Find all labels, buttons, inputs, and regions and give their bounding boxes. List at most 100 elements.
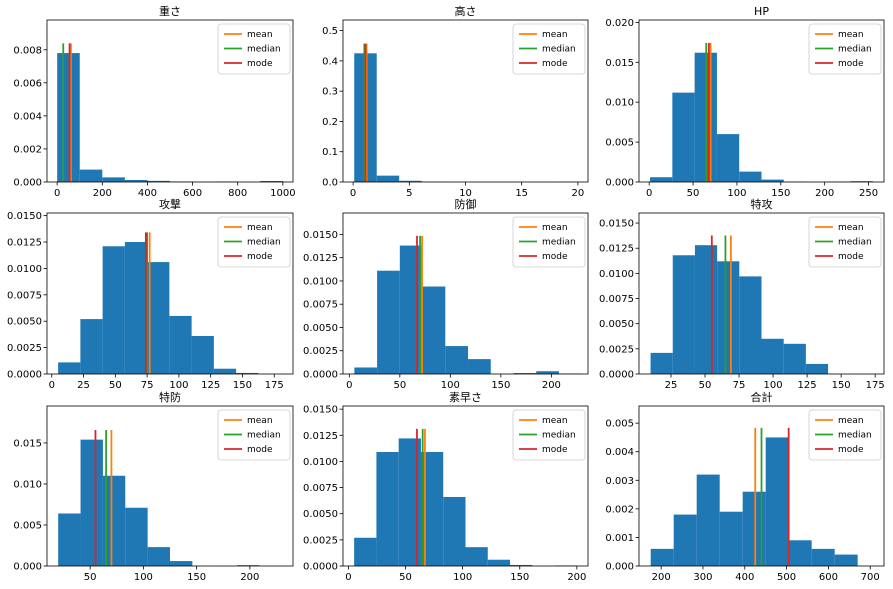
histogram-bar xyxy=(236,372,259,374)
y-tick-label: 0.000 xyxy=(605,562,634,573)
y-tick-label: 0.015 xyxy=(605,58,634,69)
chart-title: HP xyxy=(754,5,769,18)
legend-label-mode: mode xyxy=(247,252,273,262)
histogram-bar xyxy=(213,368,237,374)
x-tick-label: 0 xyxy=(350,188,356,199)
legend-label-mean: mean xyxy=(247,416,273,426)
x-tick-label: 150 xyxy=(510,572,529,583)
y-tick-label: 0.000 xyxy=(605,178,634,189)
x-tick-label: 175 xyxy=(866,380,885,391)
histogram-bar xyxy=(169,315,192,374)
y-tick-label: 0.0000 xyxy=(303,370,338,381)
panel-6: 25 50 75 100 125 150 175 0.0000 0.0025 0.0050 0.00… xyxy=(599,197,885,391)
panel-7: 50 100 150 200 0.000 0.005 0.010 0.015 特防 mean med… xyxy=(13,390,294,583)
y-tick-label: 0.002 xyxy=(605,504,634,515)
y-tick-label: 0.0050 xyxy=(7,317,42,328)
legend-label-mode: mode xyxy=(542,252,568,262)
legend: mean median mode xyxy=(808,216,882,268)
x-tick-label: 50 xyxy=(399,572,412,583)
x-tick-label: 50 xyxy=(109,380,122,391)
x-tick-label: 125 xyxy=(798,380,817,391)
histogram-bar xyxy=(260,181,283,182)
x-tick-label: 0 xyxy=(54,188,60,199)
panel-9: 200 300 400 500 600 700 0.000 0.001 0.002 0.003 0.… xyxy=(605,390,885,583)
y-tick-label: 0.0075 xyxy=(303,300,338,311)
histogram-bar xyxy=(673,514,697,566)
legend: mean median mode xyxy=(512,23,586,75)
chart-title: 素早さ xyxy=(449,391,482,404)
histogram-bar xyxy=(398,438,421,566)
x-tick-label: 100 xyxy=(134,572,153,583)
histogram-bar xyxy=(79,169,103,182)
y-tick-label: 0.0025 xyxy=(599,344,634,355)
y-tick-label: 0.0000 xyxy=(599,370,634,381)
legend-box xyxy=(512,23,586,75)
legend: mean median mode xyxy=(512,409,586,461)
histogram-bar xyxy=(147,180,171,182)
legend-label-mode: mode xyxy=(542,445,568,455)
histogram-bar xyxy=(513,373,537,374)
axes-frame xyxy=(638,19,885,183)
histogram-bar xyxy=(788,540,812,566)
histogram-bar xyxy=(765,437,789,566)
y-tick-label: 0.0025 xyxy=(7,343,42,354)
legend: mean median mode xyxy=(808,23,882,75)
legend-box xyxy=(808,23,882,75)
histogram-bar xyxy=(170,561,193,566)
histogram-bar xyxy=(761,179,784,182)
x-tick-label: 400 xyxy=(138,188,157,199)
y-tick-label: 0.008 xyxy=(13,45,42,56)
y-tick-label: 0.000 xyxy=(13,562,42,573)
histogram-bar xyxy=(783,343,806,374)
x-tick-label: 300 xyxy=(693,572,712,583)
x-tick-label: 600 xyxy=(183,188,202,199)
legend-label-median: median xyxy=(542,431,576,441)
y-tick-label: 0.2 xyxy=(322,117,338,128)
histogram-bar xyxy=(420,452,444,566)
legend-box xyxy=(217,409,291,461)
histogram-bar xyxy=(650,548,674,566)
legend-label-mean: mean xyxy=(247,223,273,233)
axes-frame xyxy=(46,19,294,183)
legend-label-mean: mean xyxy=(247,30,273,40)
histogram-bar xyxy=(147,262,170,374)
histogram-bar xyxy=(742,491,766,566)
y-tick-label: 0.0150 xyxy=(303,230,338,241)
x-tick-label: 20 xyxy=(572,188,585,199)
histogram-bar xyxy=(536,371,559,374)
x-tick-label: 200 xyxy=(542,380,561,391)
y-tick-label: 0.0100 xyxy=(599,269,634,280)
y-tick-label: 0.0125 xyxy=(303,253,338,264)
x-tick-label: 100 xyxy=(441,380,460,391)
legend-label-mean: mean xyxy=(542,30,568,40)
legend-label-mode: mode xyxy=(838,59,864,69)
y-tick-label: 0.0050 xyxy=(303,323,338,334)
histogram-bar xyxy=(487,559,511,566)
chart-title: 特攻 xyxy=(751,197,773,211)
histogram-bar xyxy=(445,346,469,374)
legend: mean median mode xyxy=(512,216,586,268)
histogram-bar xyxy=(58,362,81,374)
legend-label-mean: mean xyxy=(542,223,568,233)
legend-label-median: median xyxy=(838,238,872,248)
legend-label-mode: mode xyxy=(542,59,568,69)
histogram-bar xyxy=(237,565,260,566)
chart-title: 重さ xyxy=(159,4,181,18)
y-tick-label: 0.020 xyxy=(605,18,634,29)
y-tick-label: 0.0050 xyxy=(599,319,634,330)
histogram-bar xyxy=(510,564,533,566)
chart-title: 合計 xyxy=(751,390,773,404)
histogram-bar xyxy=(650,352,673,374)
x-tick-label: 200 xyxy=(652,572,671,583)
x-tick-label: 50 xyxy=(84,572,97,583)
y-tick-label: 0.0075 xyxy=(7,290,42,301)
x-tick-label: 75 xyxy=(733,380,746,391)
legend-label-mode: mode xyxy=(247,445,273,455)
histogram-bar xyxy=(102,177,125,182)
legend-label-median: median xyxy=(838,45,872,55)
panel-8: 0 50 100 150 200 0.0000 0.0025 0.0050 0.0075 0.01… xyxy=(303,391,589,583)
x-tick-label: 150 xyxy=(771,188,790,199)
y-tick-label: 0.0100 xyxy=(303,276,338,287)
legend-label-mode: mode xyxy=(838,252,864,262)
